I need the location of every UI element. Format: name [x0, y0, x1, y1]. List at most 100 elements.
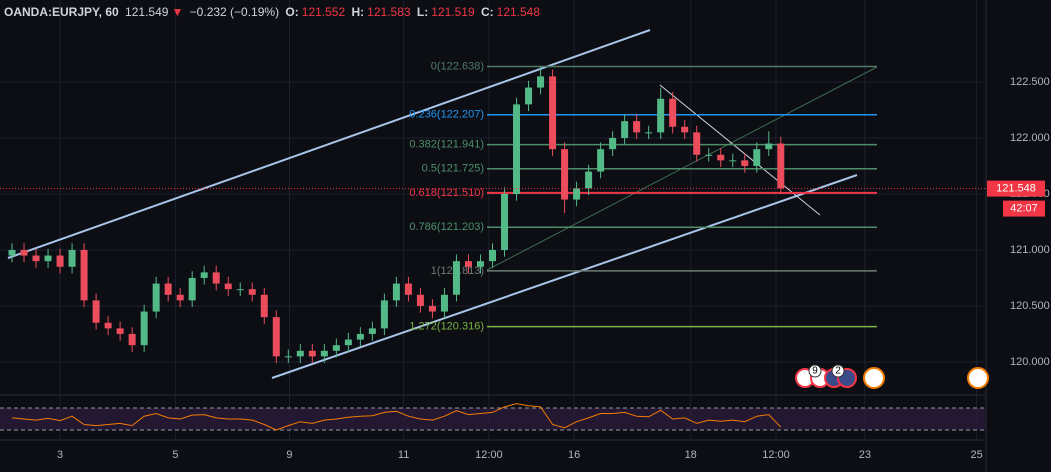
candle-body	[92, 300, 100, 323]
candle-body	[609, 137, 617, 150]
candle-body	[765, 143, 773, 150]
candle-body	[693, 132, 701, 155]
close-value: 121.548	[496, 5, 541, 19]
event-icon	[863, 367, 885, 389]
candle-body	[392, 283, 400, 301]
fib-label: 0.382(121.941)	[409, 138, 484, 150]
candle-body	[152, 283, 160, 312]
candle-body	[621, 121, 629, 138]
events: 9 2	[795, 364, 989, 389]
candle-body	[164, 283, 172, 295]
candle-body	[188, 277, 196, 301]
y-tick-label: 120.500	[1010, 300, 1050, 312]
candle-body	[32, 255, 40, 262]
candle-body	[501, 193, 509, 250]
candle-body	[428, 305, 436, 312]
x-tick-label: 23	[859, 449, 871, 461]
open-value: 121.552	[301, 5, 346, 19]
candle-body	[272, 317, 280, 357]
candle-body	[657, 98, 665, 133]
candle-body	[332, 345, 340, 351]
last-price-box	[987, 180, 1045, 197]
candle-body	[753, 149, 761, 166]
candle-body	[368, 328, 376, 334]
rsi	[0, 403, 985, 431]
candle-body	[116, 328, 124, 334]
fibonacci: 0(122.638) 0.236(122.207) 0.382(121.941) 0.…	[409, 60, 877, 332]
candle-body	[404, 283, 412, 295]
low-value: 121.519	[431, 5, 475, 19]
candle-body	[176, 294, 184, 301]
candle-body	[224, 283, 232, 290]
channel-lower	[271, 174, 858, 379]
x-tick-label: 3	[57, 449, 63, 461]
candle-body	[308, 350, 316, 357]
candle-body	[633, 121, 641, 133]
candle-body	[80, 249, 88, 301]
fib-label: 0(122.638)	[431, 60, 484, 72]
candle-body	[344, 339, 352, 346]
candle-body	[56, 255, 64, 267]
event-badge	[808, 364, 822, 378]
candle-body	[573, 188, 581, 200]
x-tick-label: 16	[568, 449, 580, 461]
candle-body	[464, 261, 472, 267]
rsi-band	[0, 407, 985, 430]
x-tick-label: 5	[172, 449, 178, 461]
fib-label: 0.236(122.207)	[409, 109, 484, 121]
candle-body	[669, 98, 677, 127]
event-count: 2	[835, 366, 841, 377]
last-price-label: 121.548	[996, 182, 1036, 194]
fib-label: 1.272(120.316)	[409, 320, 484, 332]
axes: 120.000120.500121.000121.500122.000122.5…	[0, 76, 1050, 461]
candle-body	[236, 289, 244, 291]
candle-body	[537, 76, 545, 88]
candle-body	[476, 261, 484, 267]
y-tick-label: 122.000	[1010, 132, 1050, 144]
x-tick-label: 9	[286, 449, 292, 461]
candle-body	[717, 154, 725, 161]
candle-body	[645, 132, 653, 134]
candle-body	[68, 249, 76, 267]
candle-body	[440, 294, 448, 312]
candle-body	[296, 350, 304, 357]
candle-body	[380, 300, 388, 329]
last-price: 121.549	[125, 5, 169, 19]
candle-body	[128, 333, 136, 346]
fib-label: 0.618(121.510)	[409, 187, 484, 199]
candle-body	[44, 255, 52, 262]
x-tick-label: 12:00	[762, 449, 790, 461]
x-tick-label: 18	[685, 449, 697, 461]
x-tick-label: 11	[398, 449, 409, 461]
y-tick-label: 120.000	[1010, 356, 1050, 368]
candle-body	[212, 272, 220, 284]
candle-body	[284, 356, 292, 358]
candle-body	[585, 171, 593, 189]
candle-body	[248, 289, 256, 295]
event-icon	[967, 367, 989, 389]
y-tick-label: 122.500	[1010, 76, 1050, 88]
candle-body	[729, 160, 737, 162]
candle-body	[452, 261, 460, 295]
candle-body	[549, 76, 557, 150]
candle-body	[705, 154, 713, 156]
fib-label: 0.5(121.725)	[422, 163, 484, 175]
candle-body	[8, 249, 16, 256]
candle-body	[741, 160, 749, 166]
grid	[0, 0, 985, 440]
candle-body	[416, 294, 424, 306]
candle-body	[260, 294, 268, 318]
symbol: OANDA:EURJPY, 60	[4, 5, 119, 19]
countdown-box	[1003, 200, 1045, 217]
change-arrow: ▼	[171, 5, 184, 19]
symbol-header: OANDA:EURJPY, 60 121.549 ▼ −0.232 (−0.19%…	[4, 5, 543, 19]
candle-body	[320, 350, 328, 357]
x-tick-label: 12:00	[475, 449, 503, 461]
event-badge	[831, 364, 845, 378]
candle-body	[200, 272, 208, 278]
rsi-line	[11, 403, 782, 431]
candle-body	[681, 126, 689, 133]
candle-body	[104, 322, 112, 329]
